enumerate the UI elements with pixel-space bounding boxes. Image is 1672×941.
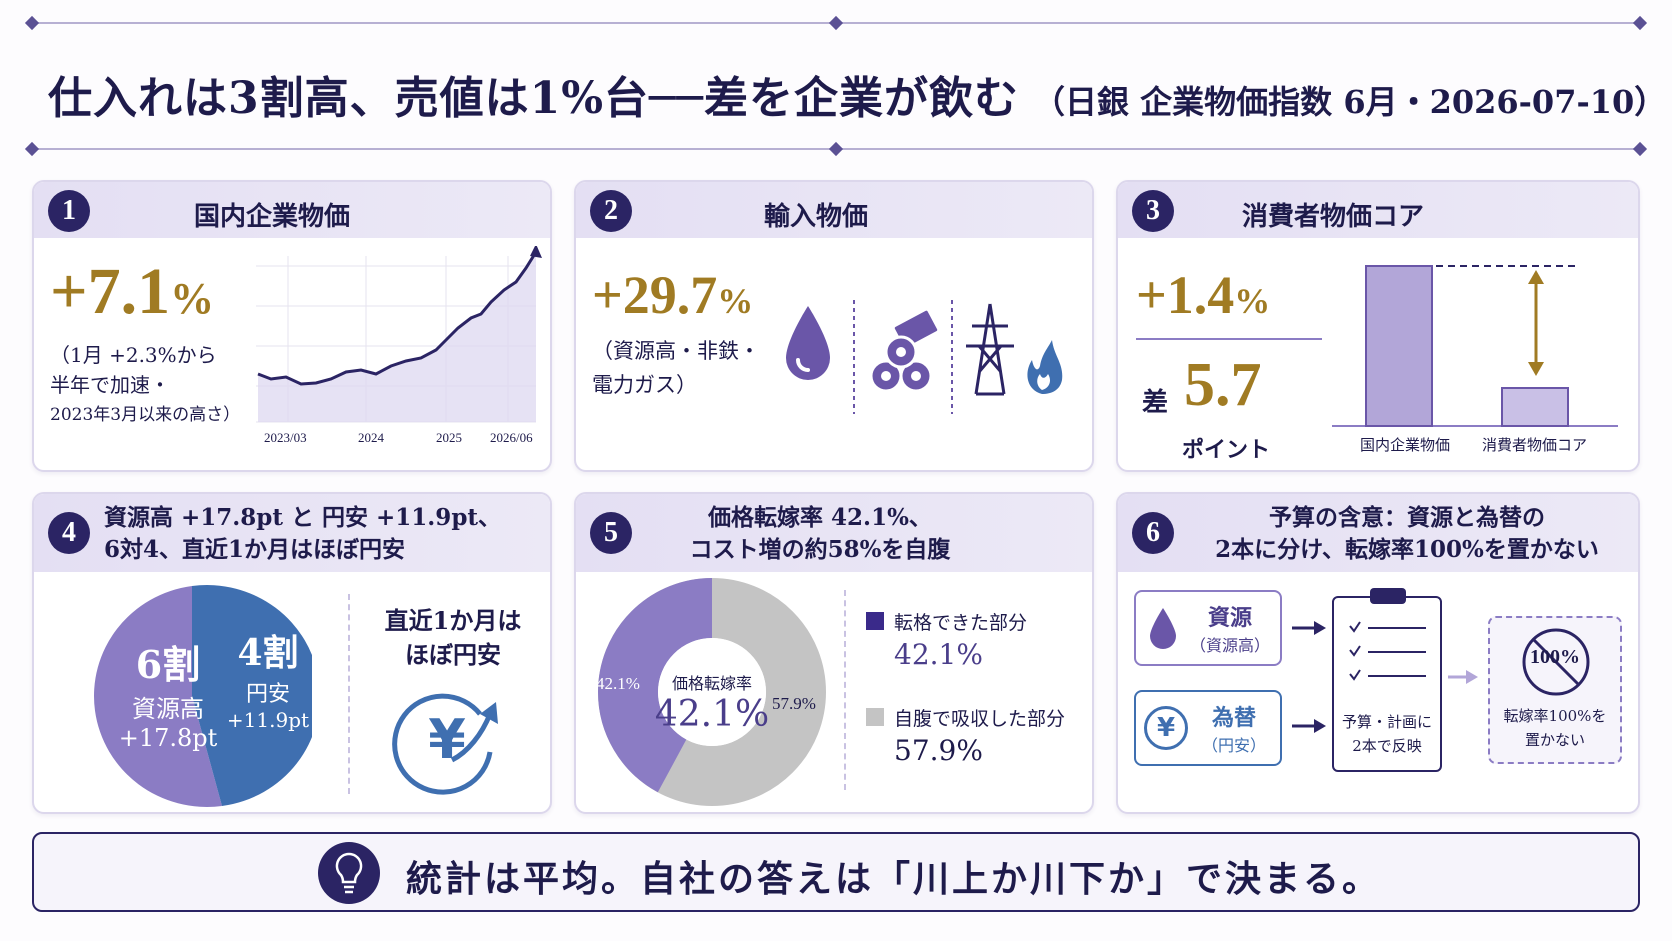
page-title: 仕入れは3割高、売値は1%台──差を企業が飲む （日銀 企業物価指数 6月・20…	[48, 62, 1666, 134]
card-title: 国内企業物価	[194, 202, 351, 232]
donut-center: 価格転嫁率 42.1%	[654, 674, 770, 735]
card-header: 5 価格転嫁率 42.1%、 コスト増の約58%を自腹	[576, 494, 1092, 572]
resource-icons	[786, 300, 1063, 414]
pie-label-yen: 4割 円安 +11.9pt	[226, 632, 310, 732]
lightbulb-icon	[318, 842, 380, 904]
side-note: 直近1か月は ほぼ円安	[384, 606, 522, 669]
card-budget-implication: 6 予算の含意：資源と為替の 2本に分け、転嫁率100%を置かない 資源 （資源…	[1116, 492, 1640, 814]
yen-icon: ¥	[1144, 706, 1188, 750]
no-100-label: 100%	[1530, 646, 1580, 668]
headline-value: +7.1%	[50, 255, 215, 328]
oil-drop-icon	[786, 306, 830, 380]
pie-slice-resources	[94, 586, 222, 807]
card-title: 予算の含意：資源と為替の 2本に分け、転嫁率100%を置かない	[1215, 504, 1599, 563]
card-header: 2 輸入物価	[576, 182, 1092, 238]
card-domestic-cgpi: 1 国内企業物価 +7.1% （1月 +2.3%から 半年で加速・ 2023年3…	[32, 180, 552, 472]
box-fx: ¥ 為替 （円安）	[1134, 690, 1282, 766]
card-number: 2	[590, 190, 632, 232]
bar-label: 消費者物価コア	[1482, 436, 1587, 454]
x-tick-label: 2025	[436, 430, 462, 445]
card-header: 6 予算の含意：資源と為替の 2本に分け、転嫁率100%を置かない	[1118, 494, 1638, 572]
card-header: 3 消費者物価コア	[1118, 182, 1638, 238]
legend-label: 転格できた部分	[894, 612, 1028, 634]
card-title: 消費者物価コア	[1242, 202, 1425, 232]
divider	[1136, 338, 1322, 340]
clipboard-text: 予算・計画に 2本で反映	[1341, 713, 1432, 755]
trend-line	[257, 251, 538, 386]
headline-value: +29.7%	[592, 265, 754, 325]
conclusion-bar: 統計は平均。自社の答えは「川上か川下か」で決まる。	[32, 832, 1640, 912]
x-tick-label: 2023/03	[264, 430, 307, 445]
x-tick-label: 2026/06	[490, 430, 533, 445]
card-number: 5	[590, 512, 632, 554]
card-number: 6	[1132, 512, 1174, 554]
value-note: （資源高・非鉄・ 電力ガス）	[592, 339, 760, 397]
legend-value: 57.9%	[894, 734, 983, 767]
slice-label-passed: 42.1%	[596, 674, 640, 693]
legend-swatch-absorbed	[866, 708, 884, 726]
gap-value: 5.7	[1184, 351, 1262, 419]
no-100-text: 転嫁率100%を 置かない	[1503, 707, 1607, 749]
headline-main: 仕入れは3割高、売値は1%台──差を企業が飲む	[48, 73, 1020, 124]
bar-domestic-cgpi	[1365, 265, 1433, 427]
card-title: 輸入物価	[764, 202, 869, 232]
divider	[844, 590, 846, 790]
pie-label-resources: 6割 資源高 +17.8pt	[118, 642, 218, 752]
split-pie-chart	[94, 585, 312, 807]
card-number: 4	[48, 512, 90, 554]
yen-symbol: ¥	[428, 708, 466, 771]
flow-arrows	[1292, 621, 1326, 733]
card-header: 4 資源高 +17.8pt と 円安 +11.9pt、 6対4、直近1か月はほぼ…	[34, 494, 550, 572]
headline-source: （日銀 企業物価指数 6月・2026-07-10）	[1033, 83, 1667, 121]
trend-line-chart: 2023/03 2024 2025 2026/06	[256, 246, 542, 445]
power-tower-icon	[966, 303, 1014, 396]
metal-pipes-icon	[869, 307, 941, 393]
flow-arrow	[1448, 670, 1478, 684]
card-cost-breakdown: 4 資源高 +17.8pt と 円安 +11.9pt、 6対4、直近1か月はほぼ…	[32, 492, 552, 814]
headline-value: +1.4%	[1136, 265, 1271, 325]
no-100-box: 100% 転嫁率100%を 置かない	[1488, 616, 1622, 764]
bar-core-cpi	[1501, 387, 1569, 427]
clipboard-icon: 予算・計画に 2本で反映	[1332, 588, 1442, 772]
top-rule	[24, 15, 1648, 31]
box-resources: 資源 （資源高）	[1134, 590, 1282, 666]
pie-slice-yen	[192, 585, 312, 806]
card-number: 3	[1132, 190, 1174, 232]
card-core-cpi: 3 消費者物価コア +1.4% 差 5.7 ポイント 国内企業物価 消費者物価コ…	[1116, 180, 1640, 472]
card-title: 価格転嫁率 42.1%、 コスト増の約58%を自腹	[689, 504, 951, 563]
legend-swatch-passed	[866, 612, 884, 630]
slice-label-absorbed: 57.9%	[772, 694, 816, 713]
gas-flame-icon	[1027, 340, 1063, 394]
card-import-prices: 2 輸入物価 +29.7% （資源高・非鉄・ 電力ガス）	[574, 180, 1094, 472]
card-number: 1	[48, 190, 90, 232]
value-note: （1月 +2.3%から 半年で加速・ 2023年3月以来の高さ）	[50, 343, 241, 425]
divider	[348, 594, 350, 794]
gap-unit: ポイント	[1182, 437, 1271, 463]
card-header: 1 国内企業物価	[34, 182, 550, 238]
gap-label: 差	[1142, 388, 1169, 418]
gap-arrow-icon	[1528, 270, 1544, 376]
card-title: 資源高 +17.8pt と 円安 +11.9pt、 6対4、直近1か月はほぼ円安	[104, 504, 502, 563]
trend-arrowhead	[530, 246, 542, 258]
gap-bar-chart: 国内企業物価 消費者物価コア	[1332, 265, 1618, 454]
card-pass-through: 5 価格転嫁率 42.1%、 コスト増の約58%を自腹 価格転嫁率 42.1% …	[574, 492, 1094, 814]
pass-through-donut	[598, 578, 826, 806]
yen-up-icon	[392, 693, 498, 795]
legend-label: 自腹で吸収した部分	[894, 708, 1066, 730]
header-rule	[24, 141, 1648, 157]
x-tick-label: 2024	[358, 430, 385, 445]
prohibited-icon	[1522, 628, 1590, 696]
conclusion-message: 統計は平均。自社の答えは「川上か川下か」で決まる。	[406, 858, 1382, 900]
donut-slice-passed	[598, 578, 826, 806]
bar-label: 国内企業物価	[1360, 436, 1450, 454]
legend-value: 42.1%	[894, 638, 983, 671]
oil-drop-icon	[1150, 608, 1176, 649]
trend-area	[258, 252, 536, 422]
